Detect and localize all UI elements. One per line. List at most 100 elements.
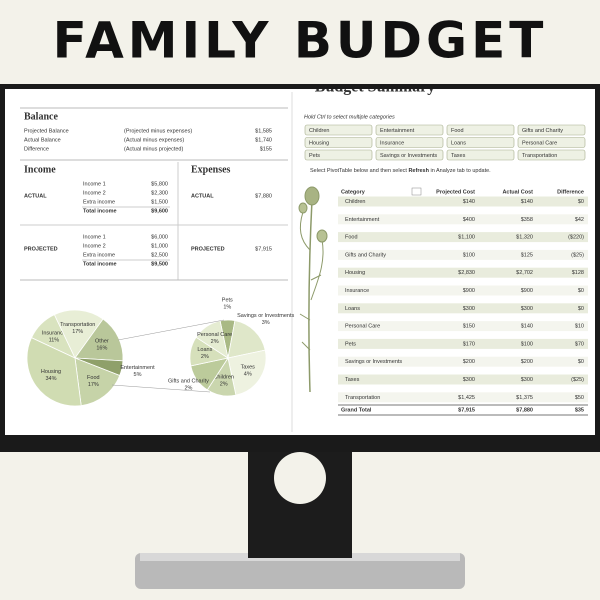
- slicer-button[interactable]: [517, 137, 586, 148]
- table-cell: $0: [578, 359, 584, 365]
- pie-value-label: 16%: [96, 346, 107, 352]
- table-cell: $50: [575, 395, 584, 401]
- table-cell: $358: [521, 217, 533, 223]
- balance-note: (Actual minus projected): [124, 146, 183, 152]
- table-cell: Pets: [345, 341, 356, 347]
- income-value: $2,300: [151, 190, 168, 196]
- table-cell: $300: [521, 306, 533, 312]
- connector: [111, 384, 211, 393]
- table-cell: $125: [521, 252, 533, 258]
- slicer-hint: Hold Ctrl to select multiple categories: [304, 114, 395, 120]
- table-header: Category: [341, 189, 366, 195]
- title: FAMILY BUDGET: [53, 12, 548, 70]
- income-label: Total income: [83, 261, 117, 267]
- pie-label: Housing: [41, 369, 61, 375]
- instruction-part: Refresh: [408, 168, 429, 174]
- table-total: $7,915: [458, 407, 475, 413]
- slicer-button[interactable]: [375, 137, 444, 148]
- table-row: [338, 374, 588, 385]
- table-cell: Food: [345, 235, 358, 241]
- table-total: Grand Total: [341, 407, 372, 413]
- table-cell: $1,425: [458, 395, 475, 401]
- instruction-part: in Analyze tab to update.: [429, 168, 491, 174]
- balance-label: Actual Balance: [24, 137, 61, 143]
- table-row: [338, 338, 588, 349]
- table-cell: $1,320: [516, 235, 533, 241]
- table-cell: $0: [578, 288, 584, 294]
- slicer-label: Transportation: [522, 153, 557, 159]
- income-value: $1,000: [151, 243, 168, 249]
- table-row: [338, 356, 588, 367]
- income-group-label: ACTUAL: [24, 193, 47, 199]
- table-cell: Transportation: [345, 395, 380, 401]
- table-cell: Personal Care: [345, 324, 380, 330]
- slicer-label: Loans: [451, 140, 466, 146]
- table-row: [338, 285, 588, 296]
- income-label: Total income: [83, 208, 117, 214]
- table-cell: Insurance: [345, 288, 369, 294]
- slicer-button[interactable]: [375, 149, 444, 161]
- pie-value-label: 2%: [220, 382, 228, 388]
- slicer-button[interactable]: [304, 124, 373, 136]
- table-cell: Gifts and Charity: [345, 252, 386, 258]
- table-cell: $400: [463, 217, 475, 223]
- balance-value: $155: [260, 146, 272, 152]
- slicer-label: Personal Care: [522, 140, 557, 146]
- slicer-button[interactable]: [517, 149, 586, 161]
- connector: [117, 319, 225, 341]
- income-value: $2,500: [151, 252, 168, 258]
- table-cell: $200: [463, 359, 475, 365]
- table-cell: $140: [463, 199, 475, 205]
- table-cell: $140: [521, 324, 533, 330]
- expenses-value: $7,880: [255, 193, 272, 199]
- slicer-label: Insurance: [380, 140, 404, 146]
- table-row: [338, 214, 588, 225]
- slicer-label: Entertainment: [380, 128, 415, 134]
- slicer-button[interactable]: [375, 124, 444, 136]
- slicer-button[interactable]: [517, 124, 586, 136]
- pie-label: Personal Care: [197, 332, 232, 338]
- table-cell: $0: [578, 306, 584, 312]
- slicer-button[interactable]: [446, 137, 515, 148]
- slicer-label: Children: [309, 128, 329, 134]
- expenses-value: $7,915: [255, 246, 272, 252]
- pie-value-label: 11%: [49, 337, 60, 343]
- balance-note: (Projected minus expenses): [124, 128, 192, 134]
- table-cell: $300: [521, 377, 533, 383]
- pie-value-label: 1%: [223, 304, 231, 310]
- income-value: $6,000: [151, 234, 168, 240]
- income-label: Extra income: [83, 199, 115, 205]
- table-row: [338, 392, 588, 403]
- income-label: Income 2: [83, 190, 106, 196]
- table-cell: $100: [463, 252, 475, 258]
- slicer-button[interactable]: [304, 149, 373, 161]
- income-value: $5,800: [151, 181, 168, 187]
- expenses-label: PROJECTED: [191, 246, 225, 252]
- slicer-button[interactable]: [446, 149, 515, 161]
- pie-slice: [53, 309, 104, 359]
- slicer-button[interactable]: [304, 137, 373, 148]
- table-cell: $2,702: [516, 270, 533, 276]
- table-cell: Entertainment: [345, 217, 380, 223]
- filter-button[interactable]: [411, 187, 422, 196]
- table-cell: $128: [572, 270, 584, 276]
- table-cell: $300: [463, 377, 475, 383]
- table-cell: Taxes: [345, 377, 360, 383]
- pie-value-label: 2%: [201, 354, 209, 360]
- table-header: Difference: [557, 189, 584, 195]
- table-total: $7,880: [516, 407, 533, 413]
- table-cell: Housing: [345, 270, 365, 276]
- slicer-button[interactable]: [446, 124, 515, 136]
- table-row: [338, 267, 588, 278]
- pie-label: Taxes: [241, 364, 256, 370]
- table-header: Projected Cost: [436, 189, 475, 195]
- balance-label: Projected Balance: [24, 128, 69, 134]
- pie-label: Children: [213, 375, 233, 381]
- pie-label: Loans: [197, 347, 212, 353]
- table-cell: $42: [575, 217, 584, 223]
- table-cell: Children: [345, 199, 365, 205]
- pie-slice: [74, 357, 121, 407]
- instruction-part: Select PivotTable below and then select: [310, 168, 408, 174]
- table-row: [338, 321, 588, 332]
- table-row: [338, 232, 588, 243]
